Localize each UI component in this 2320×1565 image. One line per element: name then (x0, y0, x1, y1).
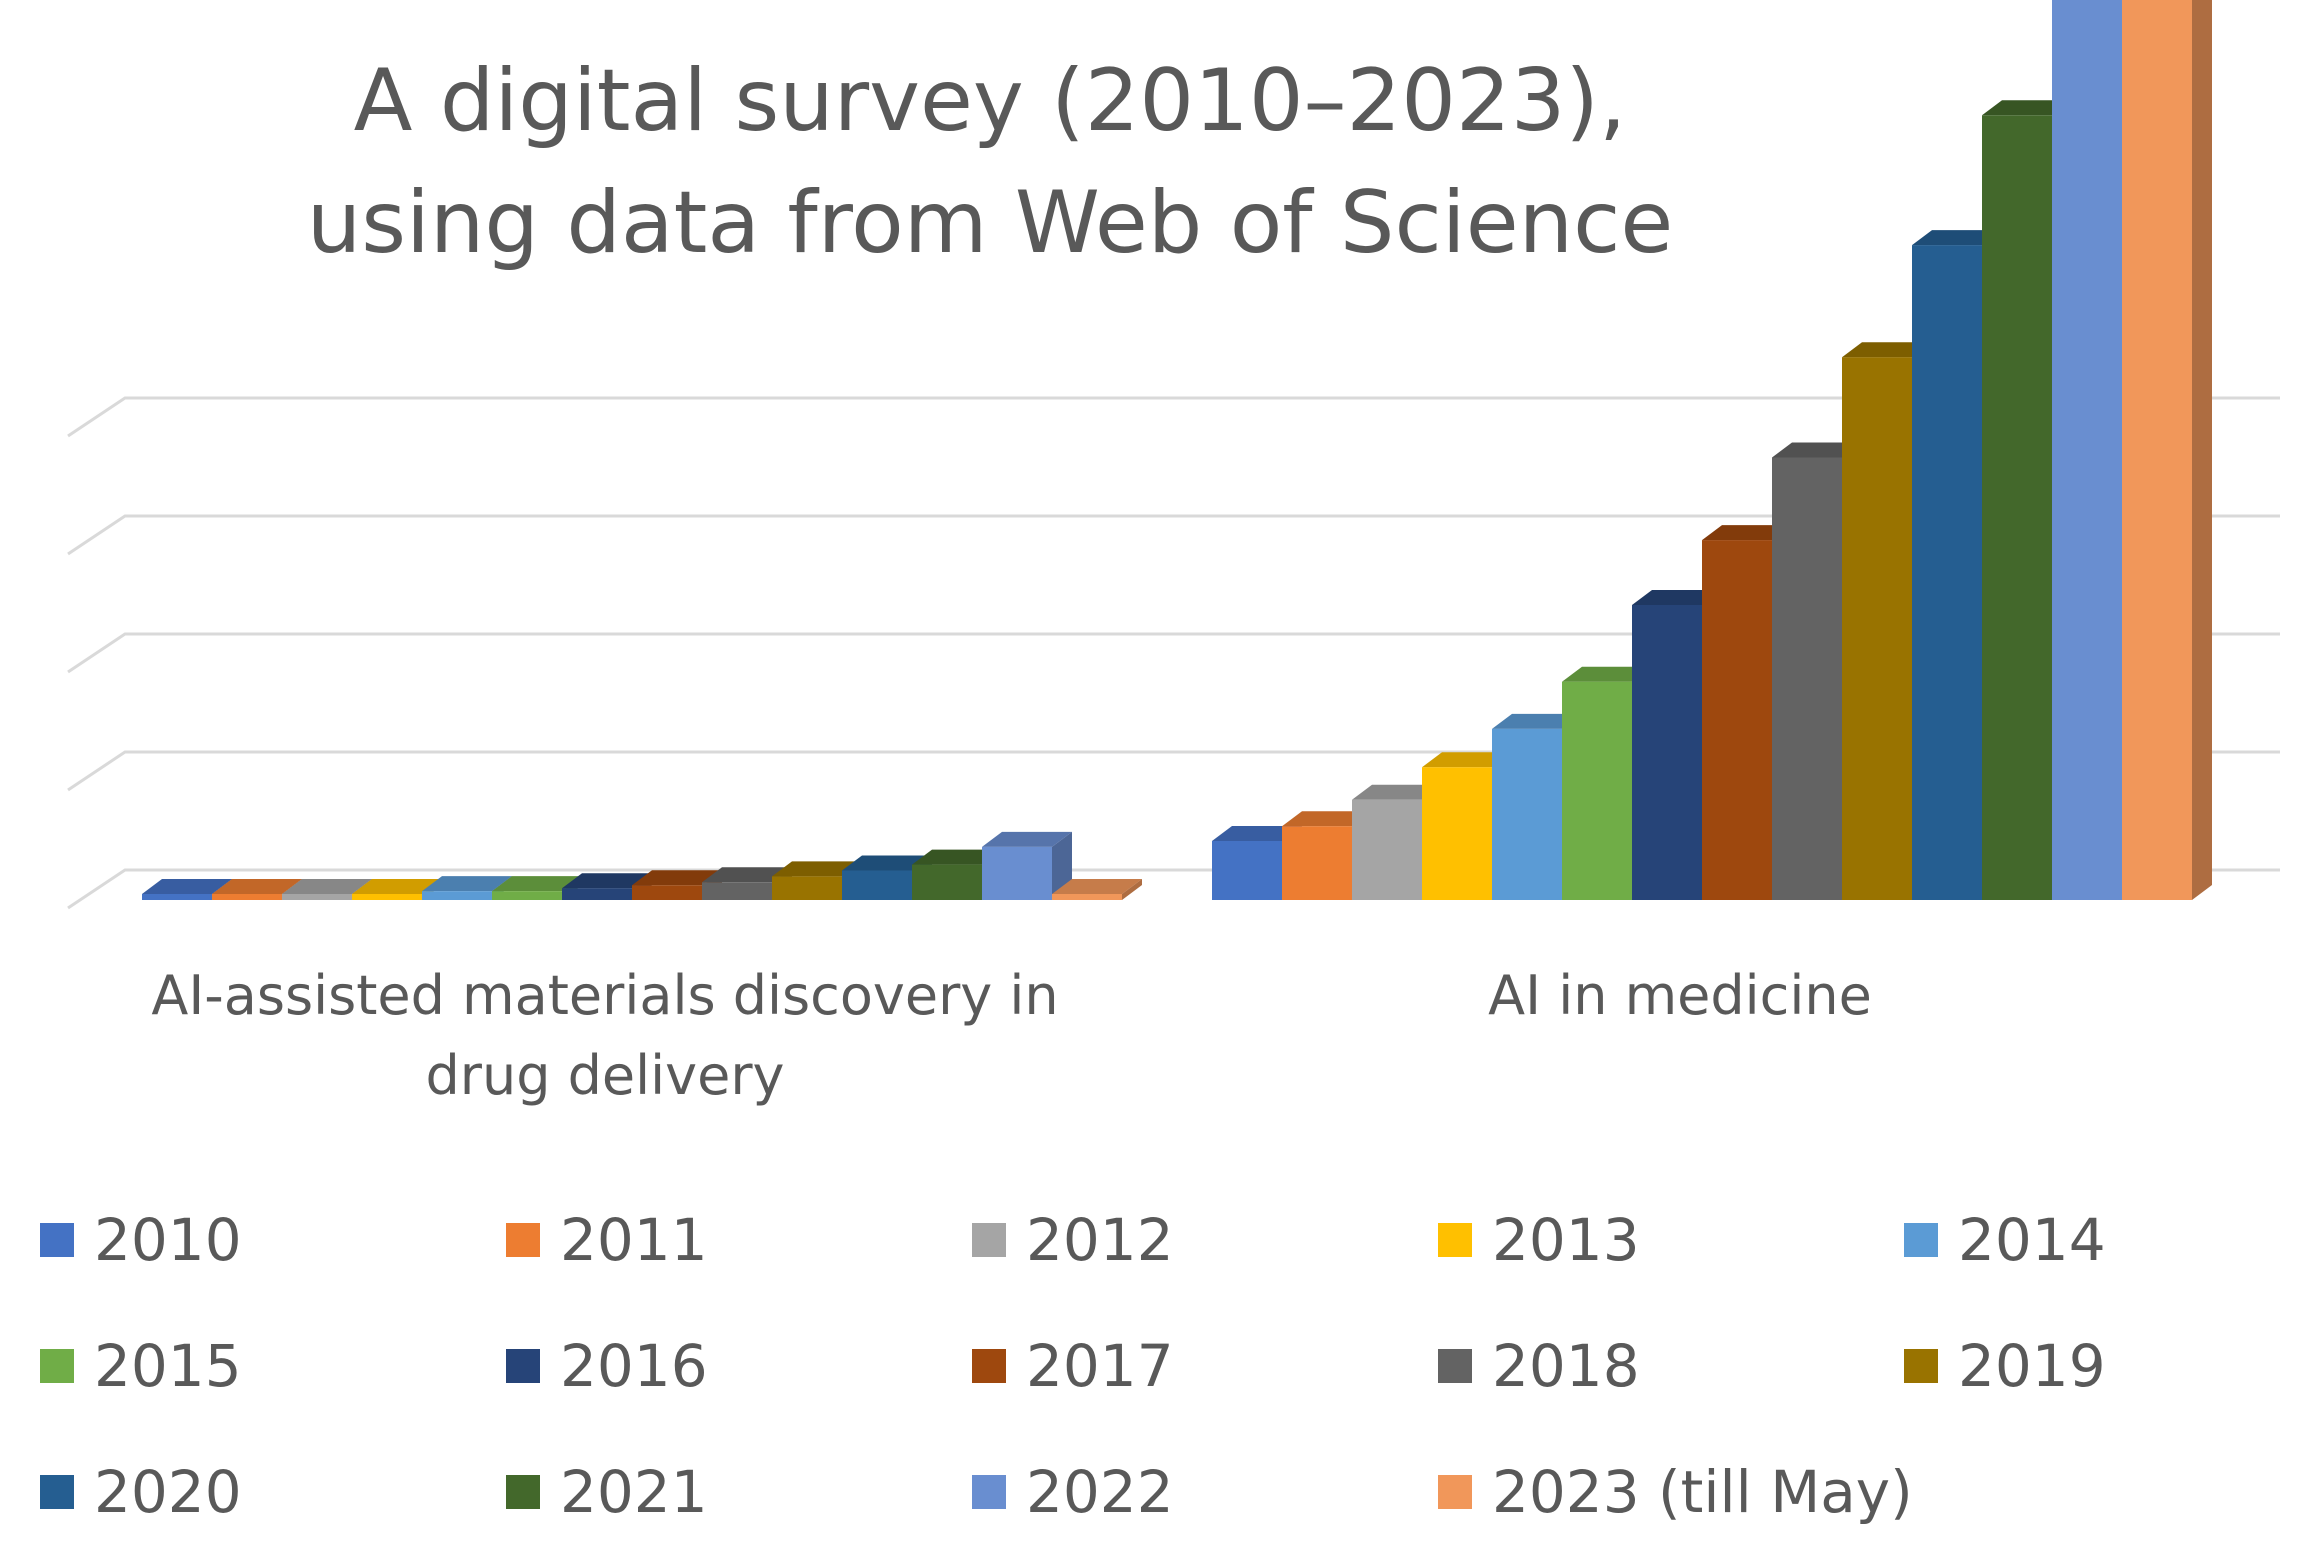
legend-label: 2016 (560, 1332, 708, 1400)
legend-swatch (1438, 1475, 1472, 1509)
legend-label: 2015 (94, 1332, 242, 1400)
legend-item-2015: 2015 (40, 1321, 242, 1411)
legend-swatch (1904, 1349, 1938, 1383)
legend-label: 2013 (1492, 1206, 1640, 1274)
legend-swatch (40, 1475, 74, 1509)
legend-label: 2018 (1492, 1332, 1640, 1400)
legend-swatch (1904, 1223, 1938, 1257)
legend-label: 2023 (till May) (1492, 1458, 1913, 1526)
legend-label: 2020 (94, 1458, 242, 1526)
category-label-ai-in-medicine: AI in medicine (1488, 964, 1872, 1027)
bars (142, 0, 2212, 901)
legend: 2010 2011 2012 2013 2014 2015 2016 2017 2018 2019… (40, 1195, 2300, 1565)
legend-swatch (1438, 1223, 1472, 1257)
legend-item-2012: 2012 (972, 1195, 1174, 1285)
legend-label: 2010 (94, 1206, 242, 1274)
bar-1-2023 (2122, 0, 2212, 901)
legend-swatch (506, 1223, 540, 1257)
gridline-4 (67, 396, 2280, 438)
legend-swatch (972, 1223, 1006, 1257)
legend-label: 2019 (1958, 1332, 2106, 1400)
legend-label: 2022 (1026, 1458, 1174, 1526)
legend-swatch (972, 1349, 1006, 1383)
gridline-3 (67, 514, 2280, 556)
bar-1-2010 (1212, 826, 1302, 900)
bar-0-2023 (1052, 879, 1142, 900)
legend-label: 2011 (560, 1206, 708, 1274)
category-label-drug-delivery: AI-assisted materials discovery in drug … (151, 964, 1059, 1107)
legend-item-2013: 2013 (1438, 1195, 1640, 1285)
legend-item-2017: 2017 (972, 1321, 1174, 1411)
legend-label: 2012 (1026, 1206, 1174, 1274)
legend-item-2010: 2010 (40, 1195, 242, 1285)
gridline-2 (67, 632, 2280, 674)
legend-item-2023: 2023 (till May) (1438, 1447, 1913, 1537)
legend-item-2016: 2016 (506, 1321, 708, 1411)
legend-item-2018: 2018 (1438, 1321, 1640, 1411)
legend-item-2014: 2014 (1904, 1195, 2106, 1285)
legend-label: 2014 (1958, 1206, 2106, 1274)
legend-item-2019: 2019 (1904, 1321, 2106, 1411)
legend-swatch (40, 1349, 74, 1383)
legend-swatch (506, 1475, 540, 1509)
legend-item-2021: 2021 (506, 1447, 708, 1537)
legend-label: 2021 (560, 1458, 708, 1526)
chart-title-line-1: A digital survey (2010–2023), (353, 51, 1627, 151)
legend-label: 2017 (1026, 1332, 1174, 1400)
legend-swatch (40, 1223, 74, 1257)
chart-title: A digital survey (2010–2023), using data… (0, 40, 1980, 284)
legend-swatch (1438, 1349, 1472, 1383)
legend-swatch (506, 1349, 540, 1383)
legend-item-2020: 2020 (40, 1447, 242, 1537)
legend-item-2011: 2011 (506, 1195, 708, 1285)
chart-title-line-2: using data from Web of Science (306, 173, 1674, 273)
legend-item-2022: 2022 (972, 1447, 1174, 1537)
legend-swatch (972, 1475, 1006, 1509)
bar-0-2022 (982, 831, 1072, 900)
